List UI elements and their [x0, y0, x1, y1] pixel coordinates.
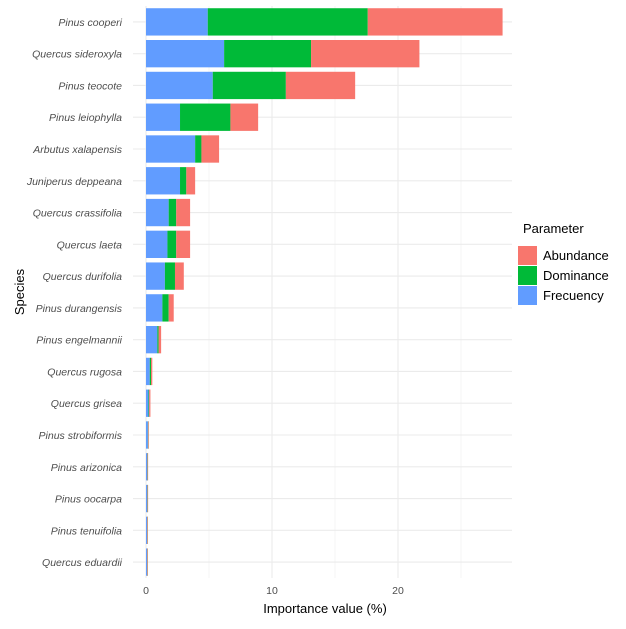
- bar-abundance-17: [147, 548, 148, 576]
- x-axis-title: Importance value (%): [263, 601, 387, 616]
- x-tick-label: 10: [266, 585, 278, 597]
- bars-layer: [146, 8, 503, 576]
- y-tick-label: Pinus cooperi: [58, 17, 122, 29]
- legend-key-frecuency: [518, 286, 537, 305]
- bar-abundance-9: [168, 294, 174, 322]
- bar-dominance-4: [195, 135, 202, 163]
- y-tick-label: Quercus sideroxyla: [32, 49, 122, 61]
- y-tick-label: Pinus engelmannii: [36, 335, 122, 347]
- bar-frecuency-3: [146, 103, 181, 131]
- bar-dominance-1: [224, 40, 312, 68]
- y-tick-label: Pinus teocote: [58, 80, 122, 92]
- bar-abundance-7: [176, 230, 191, 258]
- bar-abundance-15: [147, 484, 149, 513]
- y-tick-label: Quercus eduardii: [42, 557, 123, 569]
- bar-frecuency-4: [146, 135, 196, 163]
- bar-dominance-7: [167, 230, 177, 258]
- bar-abundance-11: [151, 357, 153, 386]
- minor-grid-lines: [208, 6, 462, 578]
- y-tick-label: Quercus grisea: [51, 398, 122, 410]
- bar-dominance-8: [164, 262, 175, 290]
- bar-abundance-13: [148, 421, 149, 449]
- y-tick-label: Pinus leiophylla: [49, 112, 122, 124]
- bar-frecuency-10: [146, 326, 158, 354]
- y-tick-label: Quercus durifolia: [43, 271, 123, 283]
- bar-frecuency-16: [146, 516, 148, 544]
- bar-frecuency-1: [146, 40, 225, 68]
- bar-dominance-5: [180, 167, 187, 195]
- y-tick-label: Pinus tenuifolia: [51, 525, 122, 537]
- y-axis-title: Species: [12, 268, 27, 315]
- y-tick-label: Pinus strobiformis: [39, 430, 123, 442]
- legend-label-abundance: Abundance: [543, 248, 609, 263]
- bar-dominance-0: [207, 8, 368, 36]
- bar-abundance-1: [311, 40, 420, 68]
- bar-frecuency-2: [146, 71, 213, 100]
- y-tick-label: Juniperus deppeana: [26, 176, 122, 188]
- bar-frecuency-5: [146, 167, 181, 195]
- x-tick-label: 20: [392, 585, 404, 597]
- legend-title: Parameter: [523, 221, 584, 236]
- bar-frecuency-6: [146, 198, 169, 227]
- bar-abundance-3: [230, 103, 259, 131]
- bar-abundance-10: [158, 326, 162, 354]
- y-tick-label: Quercus crassifolia: [33, 208, 122, 220]
- bar-dominance-9: [162, 294, 169, 322]
- bar-dominance-3: [180, 103, 231, 131]
- bar-abundance-14: [147, 453, 149, 481]
- bar-abundance-12: [149, 389, 151, 417]
- legend-label-frecuency: Frecuency: [543, 288, 604, 303]
- bar-frecuency-11: [146, 357, 150, 386]
- bar-frecuency-17: [146, 548, 148, 576]
- legend-key-abundance: [518, 246, 537, 265]
- bar-abundance-8: [174, 262, 184, 290]
- y-tick-label: Arbutus xalapensis: [32, 144, 122, 156]
- bar-frecuency-14: [146, 453, 148, 481]
- bar-abundance-5: [186, 167, 196, 195]
- bar-frecuency-13: [146, 421, 148, 449]
- bar-frecuency-8: [146, 262, 165, 290]
- y-tick-label: Pinus durangensis: [36, 303, 123, 315]
- bar-frecuency-15: [146, 484, 148, 513]
- bar-frecuency-9: [146, 294, 163, 322]
- bar-dominance-11: [149, 357, 152, 386]
- y-tick-label: Quercus laeta: [57, 239, 123, 251]
- bar-frecuency-0: [146, 8, 208, 36]
- legend: Parameter Abundance Dominance Frecuency: [518, 221, 609, 305]
- bar-dominance-12: [148, 389, 150, 417]
- bar-dominance-2: [212, 71, 286, 100]
- x-tick-labels: 0 10 20: [143, 585, 404, 597]
- bar-dominance-6: [168, 198, 177, 227]
- bar-abundance-16: [147, 516, 148, 544]
- bar-abundance-6: [176, 198, 191, 227]
- y-tick-label: Quercus rugosa: [47, 366, 122, 378]
- bar-abundance-4: [201, 135, 220, 163]
- bar-abundance-2: [285, 71, 356, 100]
- legend-label-dominance: Dominance: [543, 268, 609, 283]
- x-tick-label: 0: [143, 585, 149, 597]
- bar-frecuency-12: [146, 389, 149, 417]
- bar-dominance-10: [157, 326, 159, 354]
- legend-key-dominance: [518, 266, 537, 285]
- y-tick-labels: Pinus cooperi Quercus sideroxyla Pinus teo…: [26, 17, 123, 569]
- bar-frecuency-7: [146, 230, 168, 258]
- y-tick-label: Pinus arizonica: [51, 462, 122, 474]
- bar-abundance-0: [367, 8, 503, 36]
- y-tick-label: Pinus oocarpa: [55, 494, 122, 506]
